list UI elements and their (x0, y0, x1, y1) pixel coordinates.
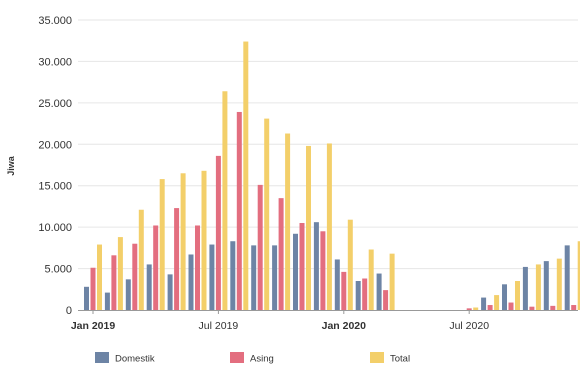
y-axis-ticks: 0 5.000 10.000 15.000 20.000 25.000 30.000 35.0… (38, 15, 72, 317)
bar-domestik (146, 264, 152, 310)
bar-total (222, 91, 228, 310)
bar-asing (341, 271, 347, 310)
bar-asing (153, 225, 159, 310)
y-tick-label: 15.000 (38, 181, 72, 193)
bar-asing (508, 302, 514, 310)
bar-total (138, 209, 144, 310)
bar-domestik (230, 241, 236, 310)
bar-domestik (543, 261, 549, 310)
bar-asing (257, 184, 263, 310)
legend-swatch (230, 352, 244, 363)
legend-item-asing[interactable]: Asing (230, 352, 274, 365)
bar-total (306, 145, 311, 310)
bar-asing (487, 305, 493, 310)
bar-asing (550, 305, 556, 310)
bar-total (326, 143, 332, 310)
bar-domestik (376, 273, 382, 310)
y-tick-label: 25.000 (38, 98, 72, 110)
bar-domestik (209, 244, 215, 310)
y-tick-label: 30.000 (38, 56, 72, 68)
bar-total (494, 295, 500, 310)
bar-domestik (104, 292, 110, 310)
y-tick-label: 0 (66, 305, 72, 317)
legend: Domestik Asing Total (95, 352, 410, 365)
legend-item-total[interactable]: Total (370, 352, 410, 365)
bar-domestik (481, 297, 487, 310)
y-tick-label: 5.000 (44, 264, 72, 276)
bar-domestik (355, 281, 361, 310)
bar-asing (299, 223, 305, 310)
bar-asing (195, 225, 200, 310)
bar-asing (90, 267, 96, 310)
bar-asing (111, 255, 117, 310)
bar-total (285, 133, 291, 310)
x-tick-label: Jul 2019 (199, 320, 239, 332)
bar-domestik (334, 259, 340, 310)
legend-swatch (95, 352, 109, 363)
bar-asing (571, 305, 577, 310)
legend-label: Total (390, 354, 410, 365)
bar-domestik (502, 284, 507, 310)
bars (84, 41, 580, 311)
bar-asing (362, 278, 368, 310)
bar-asing (174, 208, 180, 310)
bar-domestik (293, 233, 298, 310)
legend-label: Asing (250, 354, 274, 365)
bar-asing (466, 308, 472, 310)
y-tick-label: 35.000 (38, 15, 72, 27)
bar-total (97, 244, 102, 310)
bar-domestik (564, 245, 570, 310)
bar-total (389, 253, 395, 310)
bar-total (577, 241, 580, 310)
bar-asing (529, 306, 535, 310)
bar-total (368, 249, 374, 310)
x-tick-label: Jan 2019 (71, 320, 116, 332)
y-tick-label: 10.000 (38, 222, 72, 234)
bar-total (515, 281, 520, 310)
bar-domestik (522, 266, 528, 310)
x-axis-ticks: Jan 2019 Jul 2019 Jan 2020 Jul 2020 (71, 310, 489, 332)
y-axis-label: Jiwa (6, 155, 16, 176)
bar-domestik (313, 222, 319, 310)
legend-item-domestik[interactable]: Domestik (95, 352, 155, 365)
bar-domestik (125, 279, 131, 310)
bar-asing (236, 111, 242, 310)
x-tick-label: Jan 2020 (322, 320, 367, 332)
bar-asing (383, 290, 389, 310)
bar-total (180, 173, 186, 310)
y-tick-label: 20.000 (38, 139, 72, 151)
legend-swatch (370, 352, 384, 363)
bar-domestik (84, 286, 89, 310)
bar-asing (215, 155, 221, 310)
bar-total (201, 170, 207, 310)
legend-label: Domestik (115, 354, 155, 365)
bar-total (473, 307, 479, 310)
bar-total (347, 219, 353, 310)
bar-domestik (251, 245, 257, 310)
bar-total (243, 41, 249, 311)
bar-domestik (188, 254, 194, 310)
bar-asing (320, 231, 326, 310)
bar-total (535, 264, 541, 310)
bar-total (159, 179, 165, 310)
bar-asing (132, 243, 138, 310)
bar-domestik (167, 274, 173, 310)
bar-asing (278, 198, 284, 310)
x-tick-label: Jul 2020 (449, 320, 489, 332)
bar-total (556, 258, 562, 310)
bar-total (117, 237, 123, 310)
bar-domestik (272, 245, 278, 310)
bar-total (264, 118, 270, 310)
